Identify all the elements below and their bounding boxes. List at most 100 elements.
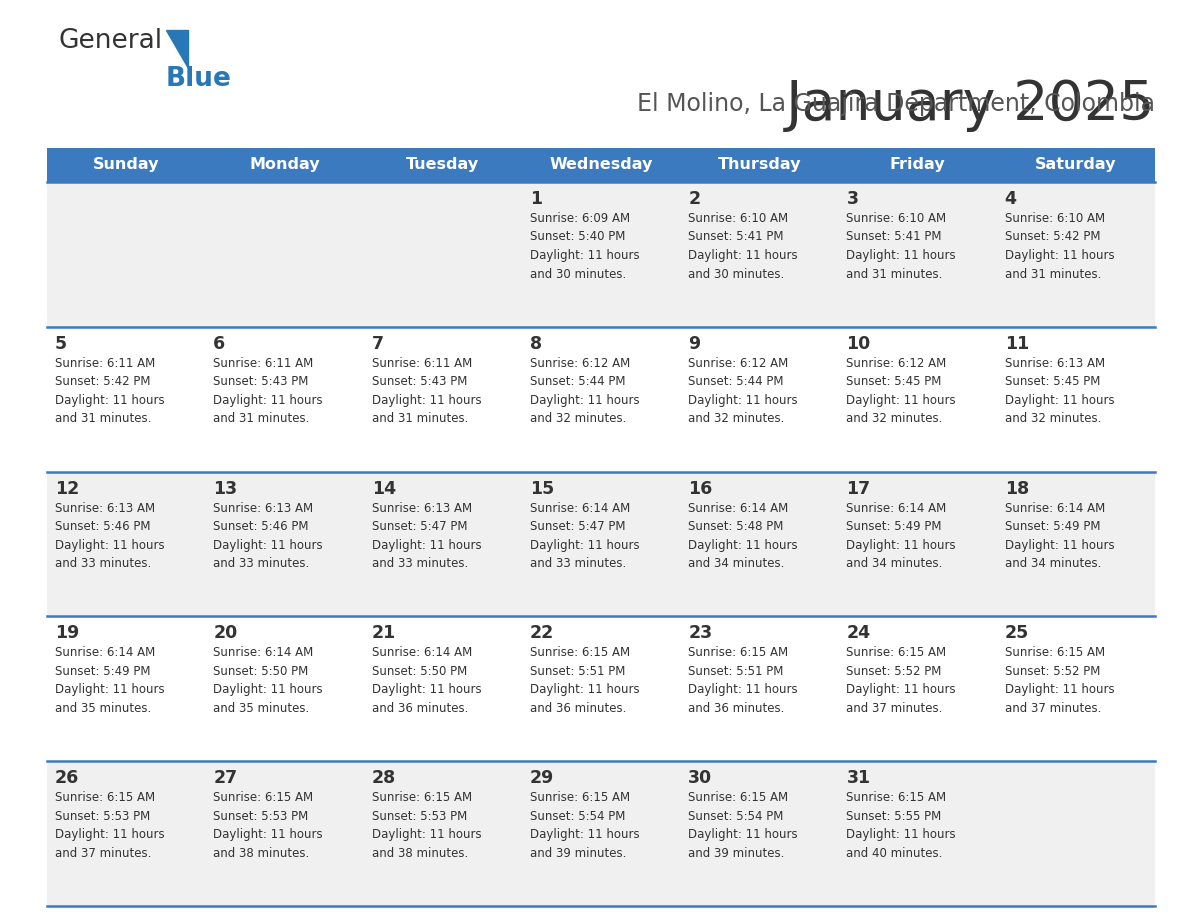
Text: 21: 21 xyxy=(372,624,396,643)
Text: 20: 20 xyxy=(214,624,238,643)
Bar xyxy=(681,761,839,906)
Bar xyxy=(681,327,839,472)
Text: 5: 5 xyxy=(55,335,68,353)
Text: Sunrise: 6:15 AM
Sunset: 5:55 PM
Daylight: 11 hours
and 40 minutes.: Sunrise: 6:15 AM Sunset: 5:55 PM Dayligh… xyxy=(846,791,956,859)
Text: 24: 24 xyxy=(846,624,871,643)
Bar xyxy=(48,472,206,616)
Bar xyxy=(48,148,206,182)
Text: Sunrise: 6:10 AM
Sunset: 5:41 PM
Daylight: 11 hours
and 30 minutes.: Sunrise: 6:10 AM Sunset: 5:41 PM Dayligh… xyxy=(688,212,798,281)
Text: 29: 29 xyxy=(530,769,554,788)
Bar xyxy=(364,616,522,761)
Bar xyxy=(997,148,1155,182)
Text: Sunrise: 6:15 AM
Sunset: 5:53 PM
Daylight: 11 hours
and 38 minutes.: Sunrise: 6:15 AM Sunset: 5:53 PM Dayligh… xyxy=(372,791,481,859)
Text: Sunrise: 6:09 AM
Sunset: 5:40 PM
Daylight: 11 hours
and 30 minutes.: Sunrise: 6:09 AM Sunset: 5:40 PM Dayligh… xyxy=(530,212,639,281)
Text: 17: 17 xyxy=(846,479,871,498)
Bar xyxy=(364,472,522,616)
Bar xyxy=(364,182,522,327)
Text: Sunrise: 6:14 AM
Sunset: 5:49 PM
Daylight: 11 hours
and 34 minutes.: Sunrise: 6:14 AM Sunset: 5:49 PM Dayligh… xyxy=(1005,501,1114,570)
Text: 4: 4 xyxy=(1005,190,1017,208)
Text: 8: 8 xyxy=(530,335,542,353)
Bar xyxy=(681,616,839,761)
Bar xyxy=(681,472,839,616)
Text: Friday: Friday xyxy=(890,158,946,173)
Text: 19: 19 xyxy=(55,624,80,643)
Text: 11: 11 xyxy=(1005,335,1029,353)
Bar xyxy=(839,148,997,182)
Bar xyxy=(997,327,1155,472)
Text: Wednesday: Wednesday xyxy=(549,158,652,173)
Text: Sunrise: 6:13 AM
Sunset: 5:45 PM
Daylight: 11 hours
and 32 minutes.: Sunrise: 6:13 AM Sunset: 5:45 PM Dayligh… xyxy=(1005,357,1114,425)
Bar xyxy=(522,327,681,472)
Text: 9: 9 xyxy=(688,335,700,353)
Text: Sunrise: 6:15 AM
Sunset: 5:51 PM
Daylight: 11 hours
and 36 minutes.: Sunrise: 6:15 AM Sunset: 5:51 PM Dayligh… xyxy=(530,646,639,715)
Bar xyxy=(522,616,681,761)
Bar xyxy=(522,182,681,327)
Text: Tuesday: Tuesday xyxy=(406,158,479,173)
Text: Saturday: Saturday xyxy=(1035,158,1117,173)
Bar xyxy=(522,148,681,182)
Text: Sunrise: 6:12 AM
Sunset: 5:44 PM
Daylight: 11 hours
and 32 minutes.: Sunrise: 6:12 AM Sunset: 5:44 PM Dayligh… xyxy=(688,357,798,425)
Bar xyxy=(681,182,839,327)
Bar xyxy=(997,616,1155,761)
Bar xyxy=(48,327,206,472)
Bar xyxy=(206,148,364,182)
Polygon shape xyxy=(166,30,188,68)
Text: Monday: Monday xyxy=(249,158,320,173)
Text: January 2025: January 2025 xyxy=(785,78,1155,132)
Text: Sunrise: 6:11 AM
Sunset: 5:43 PM
Daylight: 11 hours
and 31 minutes.: Sunrise: 6:11 AM Sunset: 5:43 PM Dayligh… xyxy=(214,357,323,425)
Bar xyxy=(48,616,206,761)
Bar xyxy=(206,761,364,906)
Text: 31: 31 xyxy=(846,769,871,788)
Bar xyxy=(839,616,997,761)
Text: Sunrise: 6:15 AM
Sunset: 5:52 PM
Daylight: 11 hours
and 37 minutes.: Sunrise: 6:15 AM Sunset: 5:52 PM Dayligh… xyxy=(1005,646,1114,715)
Bar xyxy=(997,182,1155,327)
Bar xyxy=(206,616,364,761)
Bar xyxy=(206,182,364,327)
Text: 10: 10 xyxy=(846,335,871,353)
Text: 22: 22 xyxy=(530,624,554,643)
Text: Sunrise: 6:15 AM
Sunset: 5:53 PM
Daylight: 11 hours
and 38 minutes.: Sunrise: 6:15 AM Sunset: 5:53 PM Dayligh… xyxy=(214,791,323,859)
Text: Sunrise: 6:14 AM
Sunset: 5:50 PM
Daylight: 11 hours
and 35 minutes.: Sunrise: 6:14 AM Sunset: 5:50 PM Dayligh… xyxy=(214,646,323,715)
Text: 6: 6 xyxy=(214,335,226,353)
Text: Sunrise: 6:13 AM
Sunset: 5:46 PM
Daylight: 11 hours
and 33 minutes.: Sunrise: 6:13 AM Sunset: 5:46 PM Dayligh… xyxy=(55,501,165,570)
Text: Sunrise: 6:15 AM
Sunset: 5:52 PM
Daylight: 11 hours
and 37 minutes.: Sunrise: 6:15 AM Sunset: 5:52 PM Dayligh… xyxy=(846,646,956,715)
Text: Sunrise: 6:12 AM
Sunset: 5:45 PM
Daylight: 11 hours
and 32 minutes.: Sunrise: 6:12 AM Sunset: 5:45 PM Dayligh… xyxy=(846,357,956,425)
Bar xyxy=(997,472,1155,616)
Text: 3: 3 xyxy=(846,190,859,208)
Text: Blue: Blue xyxy=(166,66,232,92)
Text: Sunrise: 6:14 AM
Sunset: 5:47 PM
Daylight: 11 hours
and 33 minutes.: Sunrise: 6:14 AM Sunset: 5:47 PM Dayligh… xyxy=(530,501,639,570)
Bar xyxy=(839,761,997,906)
Bar xyxy=(681,148,839,182)
Bar xyxy=(364,327,522,472)
Text: Sunrise: 6:13 AM
Sunset: 5:46 PM
Daylight: 11 hours
and 33 minutes.: Sunrise: 6:13 AM Sunset: 5:46 PM Dayligh… xyxy=(214,501,323,570)
Text: Sunrise: 6:11 AM
Sunset: 5:42 PM
Daylight: 11 hours
and 31 minutes.: Sunrise: 6:11 AM Sunset: 5:42 PM Dayligh… xyxy=(55,357,165,425)
Text: Sunrise: 6:12 AM
Sunset: 5:44 PM
Daylight: 11 hours
and 32 minutes.: Sunrise: 6:12 AM Sunset: 5:44 PM Dayligh… xyxy=(530,357,639,425)
Text: 12: 12 xyxy=(55,479,80,498)
Bar xyxy=(522,472,681,616)
Bar xyxy=(364,761,522,906)
Text: El Molino, La Guajira Department, Colombia: El Molino, La Guajira Department, Colomb… xyxy=(637,92,1155,116)
Text: Sunrise: 6:15 AM
Sunset: 5:51 PM
Daylight: 11 hours
and 36 minutes.: Sunrise: 6:15 AM Sunset: 5:51 PM Dayligh… xyxy=(688,646,798,715)
Text: Sunrise: 6:14 AM
Sunset: 5:49 PM
Daylight: 11 hours
and 35 minutes.: Sunrise: 6:14 AM Sunset: 5:49 PM Dayligh… xyxy=(55,646,165,715)
Text: 23: 23 xyxy=(688,624,713,643)
Text: 14: 14 xyxy=(372,479,396,498)
Bar xyxy=(839,182,997,327)
Text: Sunrise: 6:10 AM
Sunset: 5:42 PM
Daylight: 11 hours
and 31 minutes.: Sunrise: 6:10 AM Sunset: 5:42 PM Dayligh… xyxy=(1005,212,1114,281)
Text: 18: 18 xyxy=(1005,479,1029,498)
Bar xyxy=(364,148,522,182)
Text: 30: 30 xyxy=(688,769,713,788)
Text: General: General xyxy=(58,28,162,54)
Text: 13: 13 xyxy=(214,479,238,498)
Text: 15: 15 xyxy=(530,479,554,498)
Bar xyxy=(48,182,206,327)
Bar xyxy=(48,761,206,906)
Bar xyxy=(206,472,364,616)
Text: Sunday: Sunday xyxy=(93,158,159,173)
Text: 26: 26 xyxy=(55,769,80,788)
Text: Thursday: Thursday xyxy=(718,158,801,173)
Bar xyxy=(997,761,1155,906)
Text: Sunrise: 6:13 AM
Sunset: 5:47 PM
Daylight: 11 hours
and 33 minutes.: Sunrise: 6:13 AM Sunset: 5:47 PM Dayligh… xyxy=(372,501,481,570)
Text: Sunrise: 6:14 AM
Sunset: 5:48 PM
Daylight: 11 hours
and 34 minutes.: Sunrise: 6:14 AM Sunset: 5:48 PM Dayligh… xyxy=(688,501,798,570)
Text: Sunrise: 6:10 AM
Sunset: 5:41 PM
Daylight: 11 hours
and 31 minutes.: Sunrise: 6:10 AM Sunset: 5:41 PM Dayligh… xyxy=(846,212,956,281)
Text: 28: 28 xyxy=(372,769,396,788)
